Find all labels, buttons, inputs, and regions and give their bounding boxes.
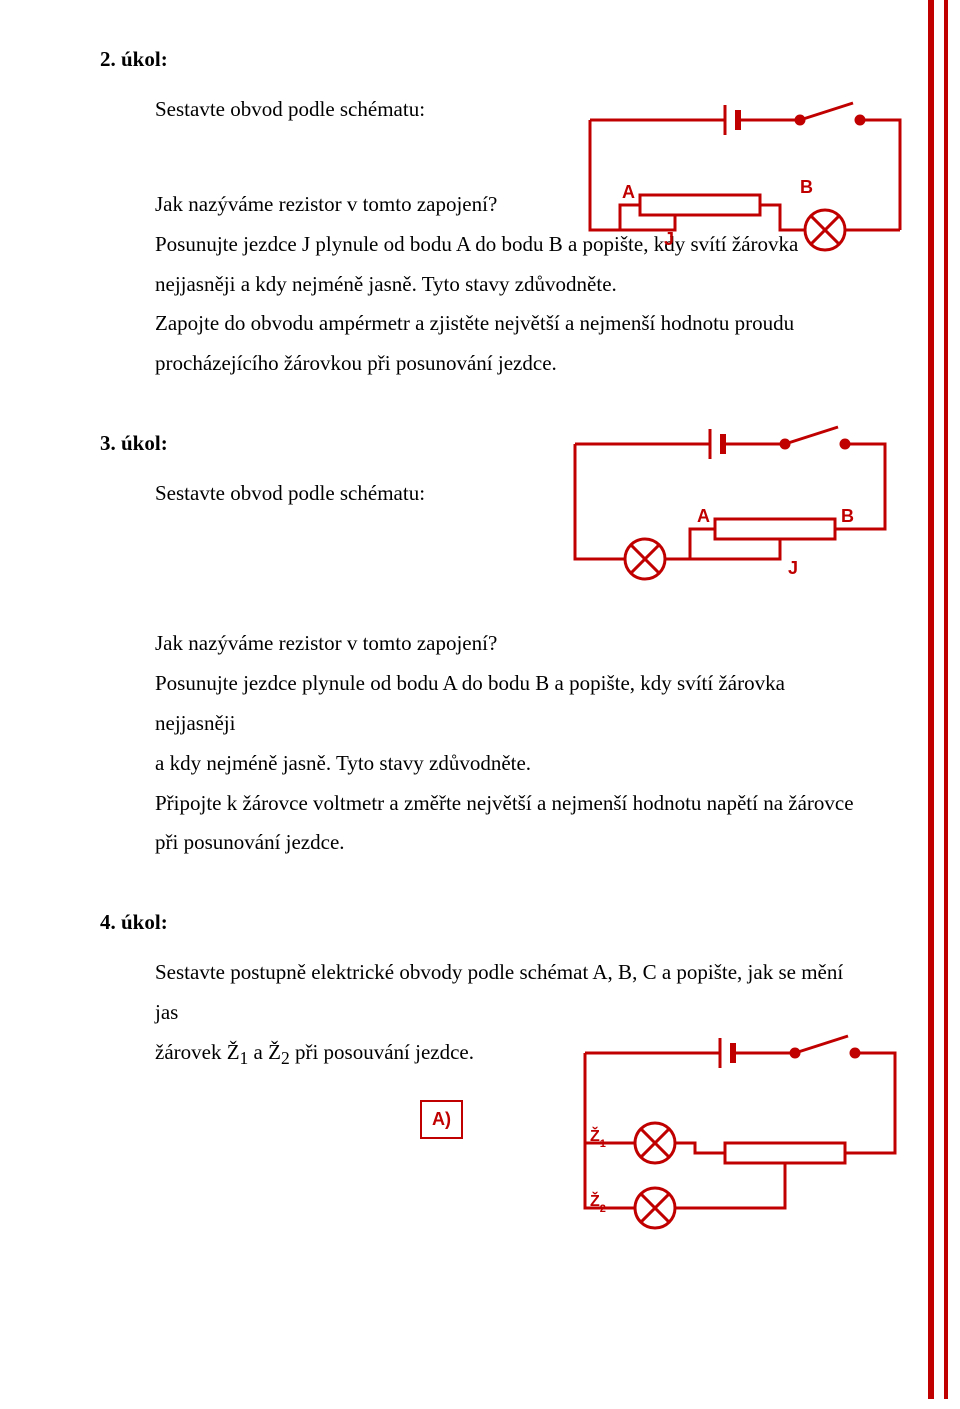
task4-p2a: žárovek Ž [155,1040,240,1064]
task-2: 2. úkol: Sestavte obvod podle schématu: [100,40,860,384]
circuit4a-label-Z1: Ž1 [590,1126,606,1150]
task4-p2b: a Ž [248,1040,281,1064]
circuit2-label-J: J [664,229,674,249]
circuit3-label-B: B [841,506,854,526]
task-4-heading: 4. úkol: [100,903,860,943]
task-4-para1: Sestavte postupně elektrické obvody podl… [155,953,860,1033]
circuit-4a-svg: Ž1 Ž2 [545,1033,925,1243]
task4-p2c: při posouvání jezdce. [290,1040,474,1064]
task-2-para3: Zapojte do obvodu ampérmetr a zjistěte n… [155,304,860,344]
circuit2-label-B: B [800,177,813,197]
task4-sub1: 1 [240,1048,249,1068]
task4-sub2: 2 [281,1048,290,1068]
task-3-para1: Posunujte jezdce plynule od bodu A do bo… [155,664,860,744]
page-border-outer [944,0,948,1399]
circuit3-label-A: A [697,506,710,526]
circuit4a-label-Z2: Ž2 [590,1191,606,1215]
task-4: 4. úkol: Sestavte postupně elektrické ob… [100,903,860,1339]
task-3-para4: při posunování jezdce. [155,823,860,863]
task-3-para3: Připojte k žárovce voltmetr a změřte nej… [155,784,860,824]
task-3-para2: a kdy nejméně jasně. Tyto stavy zdůvodně… [155,744,860,784]
task-3: 3. úkol: Sestavte obvod podle schématu: [100,424,860,863]
task4-label-A: A) [420,1100,463,1138]
task-3-line2: Jak nazýváme rezistor v tomto zapojení? [155,624,860,664]
circuit-2-svg: A B J [560,100,930,250]
circuit3-label-J: J [788,558,798,578]
task-2-heading: 2. úkol: [100,40,860,80]
task-2-para4: procházejícího žárovkou při posunování j… [155,344,860,384]
page-content: 2. úkol: Sestavte obvod podle schématu: [0,0,960,1409]
circuit-3-svg: A B J [545,424,915,594]
task-2-para2: nejjasněji a kdy nejméně jasně. Tyto sta… [155,265,860,305]
circuit2-label-A: A [622,182,635,202]
